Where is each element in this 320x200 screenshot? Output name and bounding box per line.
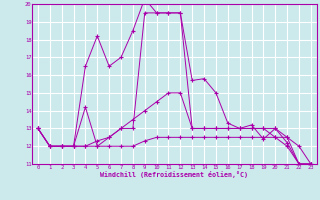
X-axis label: Windchill (Refroidissement éolien,°C): Windchill (Refroidissement éolien,°C)	[100, 171, 248, 178]
